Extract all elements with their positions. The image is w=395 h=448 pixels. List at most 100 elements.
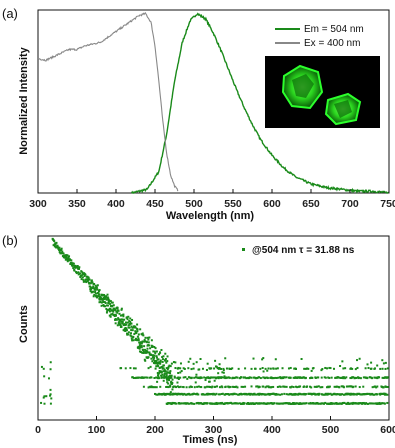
decay-point [175,386,178,389]
decay-point [148,385,151,388]
decay-point [344,367,347,370]
decay-point [67,257,70,260]
decay-point [153,362,156,365]
decay-point [121,322,124,325]
decay-point [120,320,123,323]
decay-point [182,393,185,396]
decay-point [58,251,61,254]
decay-point [332,402,335,405]
decay-point [162,379,165,382]
decay-point [320,402,323,405]
decay-point [319,386,322,389]
decay-point [169,391,172,394]
decay-point [172,361,175,364]
decay-point [324,376,327,379]
decay-point [252,357,255,360]
decay-point [180,370,183,373]
decay-point [211,402,214,405]
decay-point [107,297,110,300]
decay-point [308,392,311,395]
decay-point [352,385,355,388]
decay-point [58,246,61,249]
panel-a-curves [37,12,389,194]
x-tick-label: 500 [322,424,340,436]
x-tick-label: 100 [88,424,106,436]
decay-point [123,318,126,321]
decay-point [106,304,109,307]
decay-point [328,385,331,388]
decay-point [150,339,153,342]
decay-point [213,367,216,370]
decay-point [136,323,139,326]
decay-point [261,392,264,395]
decay-point [155,386,158,389]
decay-point [190,385,193,388]
decay-point [213,393,216,396]
decay-point [382,376,385,379]
decay-point [235,376,238,379]
decay-point [80,274,83,277]
decay-point [354,368,357,371]
decay-point [386,376,389,379]
decay-point [283,402,286,405]
decay-point [272,385,275,388]
series-line-ex [37,12,179,192]
decay-point [207,385,210,388]
decay-point [158,366,161,369]
decay-point [40,365,43,368]
decay-point [201,367,204,370]
decay-point [325,367,328,370]
decay-point [263,402,266,405]
decay-point [127,333,130,336]
decay-point [296,393,299,396]
decay-point [174,361,177,364]
decay-point [287,393,290,396]
decay-point [212,402,215,405]
decay-point [216,385,219,388]
decay-point [143,345,146,348]
decay-point [277,376,280,379]
decay-point [386,401,389,404]
decay-point [156,374,159,377]
decay-point [189,376,192,379]
decay-point [128,326,131,329]
decay-point [277,393,280,396]
decay-point [157,372,160,375]
decay-point [323,376,326,379]
decay-point [299,385,302,388]
decay-point [156,380,159,383]
decay-point [193,402,196,405]
decay-point [231,376,234,379]
decay-point [173,385,176,388]
decay-point [150,357,153,360]
decay-point [280,393,283,396]
decay-point [136,330,139,333]
decay-point [238,402,241,405]
decay-point [164,352,167,355]
decay-point [142,334,145,337]
decay-point [127,331,130,334]
decay-point [169,385,172,388]
decay-point [200,386,203,389]
decay-point [231,385,234,388]
decay-point [220,376,223,379]
decay-point [76,266,79,269]
decay-point [340,376,343,379]
decay-point [376,385,379,388]
decay-point [230,401,233,404]
decay-point [294,367,297,370]
decay-point [139,328,142,331]
decay-point [235,385,238,388]
decay-point [371,377,374,380]
panel-a-x-ticks: 300 350 400 450 500 550 600 650 700 750 [29,189,395,210]
decay-point [151,345,154,348]
x-tick-label: 750 [380,198,395,210]
decay-point [232,377,235,380]
decay-point [147,356,150,359]
decay-point [53,240,56,243]
decay-point [256,377,259,380]
decay-point [336,402,339,405]
decay-point [43,402,46,405]
decay-point [369,376,372,379]
decay-point [78,272,81,275]
